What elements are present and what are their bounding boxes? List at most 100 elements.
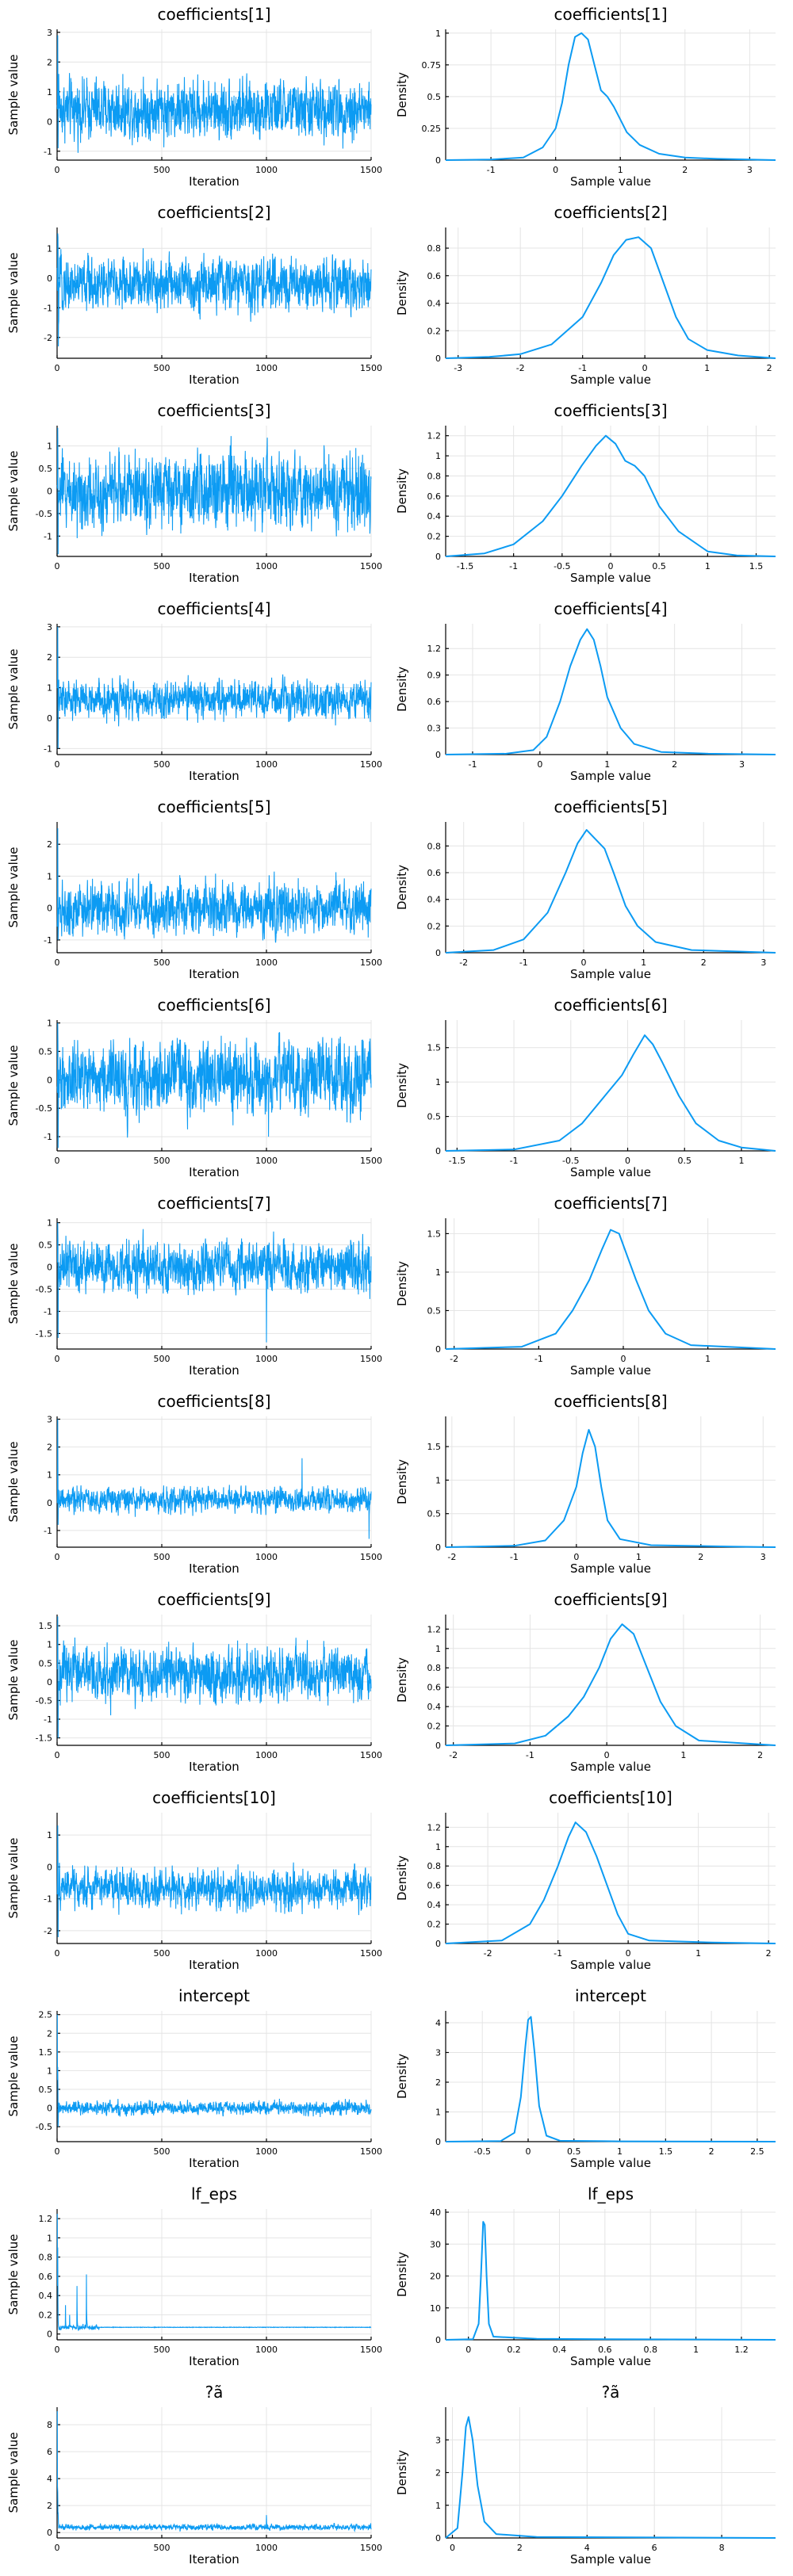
x-tick-label: 1500 bbox=[360, 2543, 382, 2553]
x-tick-label: 0 bbox=[55, 1750, 60, 1760]
y-axis-label: Density bbox=[395, 1063, 409, 1108]
density-plot-8: coefficients[8] -2 -1 0 1 2 3 0 0.5 1 1.5 Sample va… bbox=[395, 1392, 776, 1576]
trace-plot-2: coefficients[2] 0 500 1000 1500 -2 -1 0 1 Iterati… bbox=[6, 203, 382, 387]
y-tick-label: 0 bbox=[47, 2528, 52, 2538]
trace-series-line bbox=[56, 1222, 372, 1343]
y-tick-label: 0.8 bbox=[39, 2253, 53, 2263]
y-tick-label: 0 bbox=[47, 117, 52, 127]
x-tick-label: 500 bbox=[154, 363, 170, 373]
plot-title: coefficients[7] bbox=[554, 1194, 668, 1213]
x-tick-label: -2 bbox=[450, 1354, 458, 1364]
y-axis-label: Density bbox=[395, 2252, 409, 2297]
x-tick-label: 1000 bbox=[255, 165, 278, 175]
x-tick-label: 500 bbox=[154, 1948, 170, 1959]
x-tick-label: 1 bbox=[641, 957, 646, 968]
x-tick-label: 1500 bbox=[360, 1156, 382, 1166]
x-tick-label: 0.5 bbox=[652, 561, 666, 571]
plot-title: intercept bbox=[178, 1986, 250, 2005]
density-plot-6: coefficients[6] -1.5 -1 -0.5 0 0.5 1 0 0.5 1 1.5 Sa… bbox=[395, 996, 776, 1179]
y-tick-label: 1.2 bbox=[39, 2214, 53, 2224]
x-axis-label: Sample value bbox=[570, 1363, 651, 1378]
plot-title: coefficients[3] bbox=[554, 401, 668, 420]
plot-title: intercept bbox=[575, 1986, 646, 2005]
y-tick-label: 1.2 bbox=[427, 644, 442, 654]
x-tick-label: 500 bbox=[154, 1552, 170, 1562]
x-axis-label: Iteration bbox=[189, 769, 239, 783]
y-tick-label: 0.75 bbox=[422, 60, 442, 71]
y-tick-label: 8 bbox=[47, 2420, 52, 2430]
plot-title: ?ã bbox=[205, 2383, 224, 2402]
trace-plot-5: coefficients[5]0 500 1000 1500-1012Iteratio… bbox=[6, 797, 382, 981]
x-tick-label: 1500 bbox=[360, 2345, 382, 2355]
x-tick-label: 2 bbox=[672, 759, 677, 770]
y-tick-label: 0.5 bbox=[39, 1046, 53, 1057]
plot-title: coefficients[3] bbox=[158, 401, 271, 420]
x-axis-label: Iteration bbox=[189, 2552, 239, 2566]
trace-series-line bbox=[56, 35, 372, 153]
y-tick-label: 40 bbox=[430, 2207, 441, 2218]
x-axis-label: Iteration bbox=[189, 174, 239, 189]
y-tick-label: 1 bbox=[435, 1644, 441, 1654]
x-tick-label: 1 bbox=[705, 561, 711, 571]
y-tick-label: 0 bbox=[435, 155, 441, 166]
y-tick-label: 1 bbox=[435, 1842, 441, 1852]
x-tick-label: -2 bbox=[449, 1750, 458, 1760]
x-tick-label: 2 bbox=[757, 1750, 763, 1760]
y-tick-label: 0.4 bbox=[427, 895, 442, 905]
x-tick-label: 1 bbox=[738, 1156, 744, 1166]
x-axis-label: Sample value bbox=[570, 1561, 651, 1576]
y-tick-label: 1 bbox=[47, 871, 52, 881]
y-tick-label: 0.3 bbox=[427, 724, 442, 734]
y-tick-label: 1 bbox=[47, 1218, 52, 1229]
trace-plot-12: lf_eps 0 500 1000 1500 0 0.2 0.4 0.6 0.8 1 1.2 Itera… bbox=[6, 2184, 382, 2368]
y-tick-label: -1 bbox=[44, 303, 52, 313]
y-tick-label: 2 bbox=[47, 839, 52, 850]
x-tick-label: 1000 bbox=[255, 1948, 278, 1959]
x-tick-label: 1500 bbox=[360, 363, 382, 373]
x-tick-label: -1.5 bbox=[449, 1156, 465, 1166]
y-tick-label: 3 bbox=[47, 622, 52, 633]
x-tick-label: 500 bbox=[154, 2146, 170, 2157]
y-axis-label: Sample value bbox=[6, 1045, 21, 1126]
y-axis-label: Density bbox=[395, 1261, 409, 1306]
y-tick-label: 1 bbox=[435, 2108, 441, 2118]
y-axis-label: Density bbox=[395, 2054, 409, 2099]
x-axis-label: Iteration bbox=[189, 1165, 239, 1179]
y-tick-label: 0.5 bbox=[427, 1305, 442, 1316]
trace-plot-1: coefficients[1]0 500 1000 1500-10123Iterati… bbox=[6, 5, 382, 189]
x-tick-label: -3 bbox=[454, 363, 462, 373]
y-tick-label: -0.5 bbox=[36, 1103, 52, 1114]
y-axis-label: Density bbox=[395, 270, 409, 315]
x-tick-label: 0 bbox=[55, 561, 60, 571]
y-tick-label: 0.5 bbox=[39, 1658, 53, 1668]
y-tick-label: 0.2 bbox=[39, 2310, 53, 2320]
y-tick-label: -1 bbox=[44, 147, 52, 157]
y-axis-label: Density bbox=[395, 2450, 409, 2495]
y-tick-label: 0.6 bbox=[427, 1683, 442, 1693]
y-tick-label: 4 bbox=[435, 2018, 441, 2028]
x-tick-label: 0 bbox=[537, 759, 542, 770]
y-tick-label: 1 bbox=[435, 1077, 441, 1087]
plot-title: coefficients[4] bbox=[158, 599, 271, 618]
x-tick-label: -1 bbox=[487, 165, 496, 175]
y-tick-label: 1 bbox=[47, 1019, 52, 1029]
trace-plot-9: coefficients[9] 0 500 1000 1500 -1.5 -1 -0.5 0 0.… bbox=[6, 1590, 382, 1774]
x-tick-label: -2 bbox=[447, 1552, 456, 1562]
x-tick-label: 1 bbox=[695, 1948, 701, 1959]
x-tick-label: 1 bbox=[680, 1750, 686, 1760]
y-tick-label: 1 bbox=[47, 243, 52, 254]
plot-title: coefficients[2] bbox=[158, 203, 271, 222]
y-tick-label: -1 bbox=[44, 1306, 52, 1317]
density-series-line bbox=[445, 1821, 776, 1944]
x-tick-label: 1500 bbox=[360, 957, 382, 968]
density-series-line bbox=[445, 1034, 776, 1152]
x-axis-label: Iteration bbox=[189, 967, 239, 981]
y-tick-label: 1.5 bbox=[39, 1621, 53, 1631]
y-tick-label: 0.5 bbox=[39, 1240, 53, 1251]
density-series-line bbox=[445, 829, 776, 954]
y-tick-label: 1 bbox=[47, 1830, 52, 1840]
x-tick-label: 0.8 bbox=[643, 2345, 657, 2355]
x-axis-label: Sample value bbox=[570, 571, 651, 585]
y-tick-label: 0 bbox=[47, 2104, 52, 2114]
y-tick-label: 0.2 bbox=[427, 1920, 442, 1930]
